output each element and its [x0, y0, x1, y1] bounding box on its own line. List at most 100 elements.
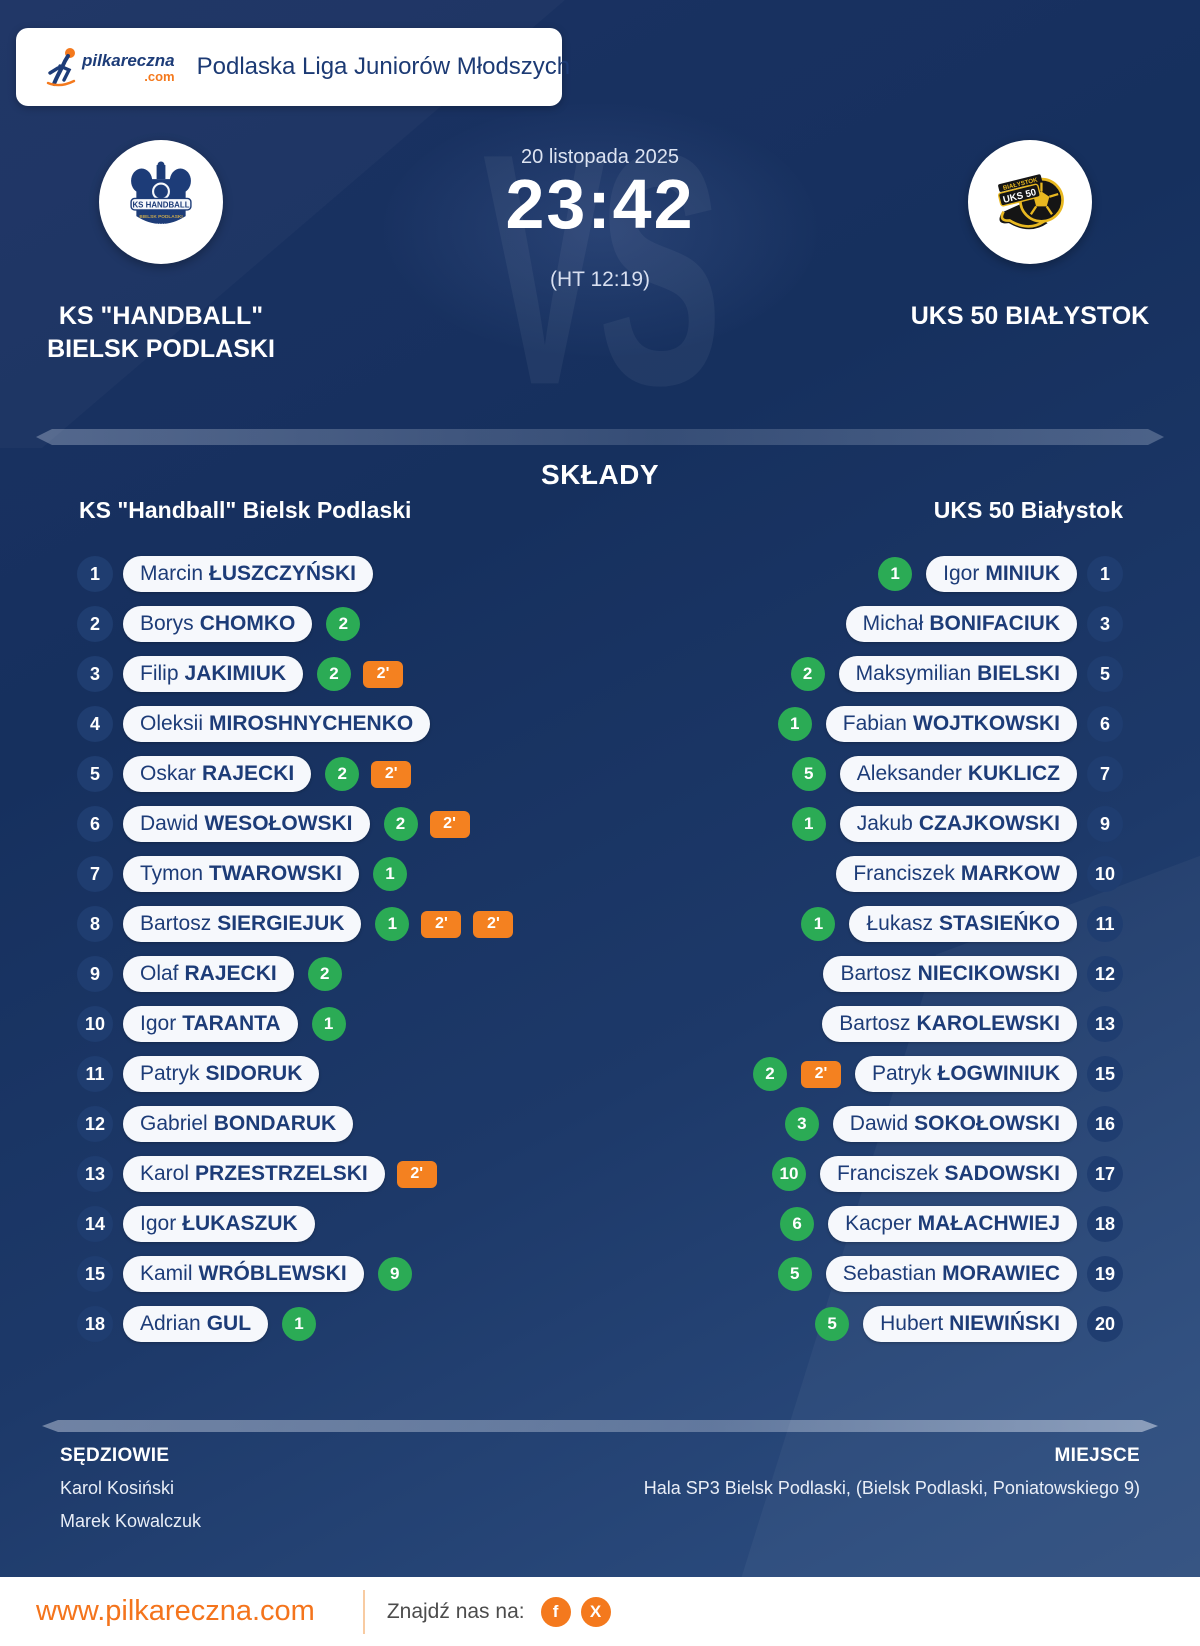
section-divider [36, 429, 1164, 445]
player-name-pill: Igor TARANTA [123, 1006, 298, 1042]
player-name-pill: Dawid SOKOŁOWSKI [832, 1106, 1077, 1142]
player-number: 3 [77, 656, 113, 692]
goals-badge: 5 [777, 1257, 812, 1291]
goals-badge: 3 [784, 1107, 819, 1141]
away-team-logo: BIAŁYSTOK UKS 50 [968, 140, 1092, 264]
player-number: 18 [1087, 1206, 1123, 1242]
player-row: 5 Aleksander KUKLICZ 7 [791, 756, 1123, 792]
suspension-badge: 2' [421, 910, 462, 938]
x-icon[interactable]: X [580, 1596, 611, 1627]
player-last-name: BONIFACIUK [929, 612, 1060, 635]
player-first-name: Karol [140, 1162, 190, 1185]
suspension-badge: 2' [801, 1060, 841, 1088]
player-number: 9 [1087, 806, 1123, 842]
player-last-name: SIDORUK [205, 1062, 303, 1085]
home-team-crest-icon: KS HANDBALL BIELSK PODLASKI - 2021 - [130, 161, 192, 228]
goals-badge: 1 [375, 907, 410, 941]
player-first-name: Dawid [140, 812, 199, 835]
player-name-pill: Oskar RAJECKI [123, 756, 312, 792]
goals-badge: 1 [791, 807, 826, 841]
header-card: pilkareczna .com Podlaska Liga Juniorów … [16, 28, 570, 106]
player-name-pill: Olaf RAJECKI [123, 956, 294, 992]
player-number: 4 [77, 706, 113, 742]
player-first-name: Jakub [856, 812, 913, 835]
suspension-badge: 2' [473, 910, 514, 938]
player-number: 12 [1087, 956, 1123, 992]
player-last-name: NIECIKOWSKI [917, 962, 1060, 985]
player-first-name: Kamil [140, 1262, 193, 1285]
player-first-name: Filip [140, 662, 179, 685]
player-first-name: Igor [140, 1012, 177, 1035]
home-team-name-line1: KS "HANDBALL" [58, 302, 264, 330]
player-first-name: Oskar [140, 762, 197, 785]
player-number: 15 [77, 1256, 113, 1292]
social-links: f X [540, 1596, 611, 1627]
player-last-name: WRÓBLEWSKI [198, 1262, 347, 1285]
footer-bar: www.pilkareczna.com Znajdź nas na: f X [0, 1577, 1200, 1646]
referee-name: Karol Kosiński [60, 1478, 175, 1498]
away-team-crest-icon: BIAŁYSTOK UKS 50 [998, 174, 1064, 230]
player-number: 16 [1087, 1106, 1123, 1142]
player-name-pill: Igor ŁUKASZUK [123, 1206, 315, 1242]
player-name-pill: Łukasz STASIEŃKO [849, 906, 1077, 942]
player-number: 13 [77, 1156, 113, 1192]
website-link[interactable]: www.pilkareczna.com [36, 1595, 315, 1627]
player-row: 1 Łukasz STASIEŃKO 11 [801, 906, 1123, 942]
player-first-name: Kacper [845, 1212, 912, 1235]
player-number: 10 [1087, 856, 1123, 892]
home-team-logo: KS HANDBALL BIELSK PODLASKI - 2021 - [99, 140, 223, 264]
player-row: 10 Franciszek SADOWSKI 17 [771, 1156, 1123, 1192]
player-first-name: Bartosz [839, 1012, 911, 1035]
away-player-list: 1 Igor MINIUK 1 Michał BONIFACIUK 3 2 Maksymilia… [753, 556, 1123, 1342]
player-first-name: Tymon [140, 862, 204, 885]
goals-badge: 2 [307, 957, 342, 991]
venue-name: Hala SP3 Bielsk Podlaski, (Bielsk Podlas… [643, 1478, 1140, 1498]
site-brand[interactable]: pilkareczna .com [44, 46, 175, 88]
facebook-icon[interactable]: f [540, 1596, 571, 1627]
player-first-name: Dawid [849, 1112, 909, 1135]
goals-badge: 9 [377, 1257, 412, 1291]
goals-badge: 6 [780, 1207, 815, 1241]
player-row: 7 Tymon TWAROWSKI 1 [77, 856, 513, 892]
player-first-name: Maksymilian [855, 662, 972, 685]
player-row: 2 2' Patryk ŁOGWINIUK 15 [753, 1056, 1123, 1092]
player-row: 1 Fabian WOJTKOWSKI 6 [777, 706, 1123, 742]
player-number: 18 [77, 1306, 113, 1342]
player-last-name: MINIUK [985, 562, 1060, 585]
player-name-pill: Bartosz SIERGIEJUK [123, 906, 362, 942]
player-row: Franciszek MARKOW 10 [836, 856, 1123, 892]
player-last-name: RAJECKI [202, 762, 295, 785]
player-number: 15 [1087, 1056, 1123, 1092]
halftime-score: (HT 12:19) [550, 268, 650, 291]
brand-tld: .com [144, 68, 175, 84]
player-last-name: CHOMKO [199, 612, 296, 635]
player-first-name: Patryk [140, 1062, 200, 1085]
player-name-pill: Patryk SIDORUK [123, 1056, 320, 1092]
goals-badge: 5 [791, 757, 826, 791]
goals-badge: 5 [815, 1307, 850, 1341]
player-number: 10 [77, 1006, 113, 1042]
player-number: 7 [1087, 756, 1123, 792]
player-first-name: Sebastian [842, 1262, 937, 1285]
player-row: 12 Gabriel BONDARUK [77, 1106, 513, 1142]
goals-badge: 2 [325, 757, 360, 791]
player-last-name: JAKIMIUK [184, 662, 287, 685]
player-row: 14 Igor ŁUKASZUK [77, 1206, 513, 1242]
player-first-name: Patryk [872, 1062, 932, 1085]
player-first-name: Fabian [842, 712, 907, 735]
suspension-badge: 2' [363, 660, 404, 688]
player-name-pill: Bartosz NIECIKOWSKI [823, 956, 1077, 992]
player-row: 3 Filip JAKIMIUK 2 2' [77, 656, 513, 692]
player-last-name: ŁUSZCZYŃSKI [209, 562, 357, 585]
player-last-name: MORAWIEC [942, 1262, 1060, 1285]
player-first-name: Olaf [140, 962, 179, 985]
player-number: 6 [77, 806, 113, 842]
player-number: 1 [1087, 556, 1123, 592]
referees-label: SĘDZIOWIE [60, 1445, 170, 1466]
player-last-name: WOJTKOWSKI [913, 712, 1060, 735]
section-divider [42, 1420, 1158, 1432]
player-first-name: Bartosz [840, 962, 912, 985]
player-first-name: Aleksander [856, 762, 962, 785]
player-last-name: MAŁACHWIEJ [917, 1212, 1060, 1235]
player-first-name: Igor [943, 562, 980, 585]
